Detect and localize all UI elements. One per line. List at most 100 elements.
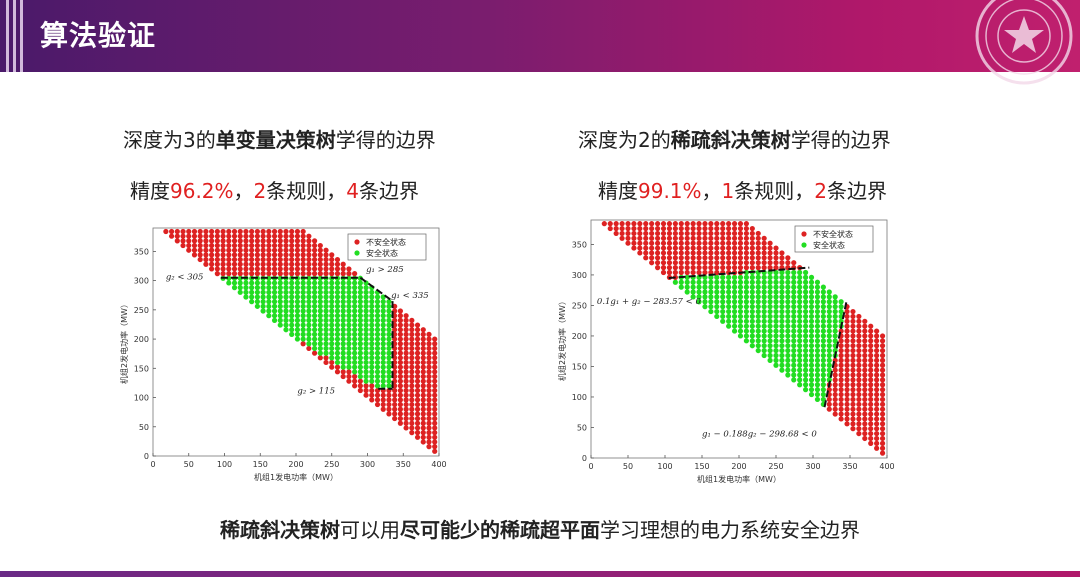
safe-point xyxy=(294,280,301,286)
unsafe-point xyxy=(731,235,738,241)
unsafe-point xyxy=(856,318,862,324)
unsafe-point xyxy=(197,228,203,235)
safe-point xyxy=(767,318,773,324)
safe-point xyxy=(814,299,821,305)
unsafe-point xyxy=(403,336,409,342)
unsafe-point xyxy=(625,235,631,241)
unsafe-point xyxy=(203,238,209,244)
unsafe-point xyxy=(684,255,690,261)
unsafe-point xyxy=(850,401,856,407)
unsafe-point xyxy=(311,256,318,263)
unsafe-point xyxy=(844,396,850,403)
left-boundary-chart: 0 50 100 150 200 250 300 350 4000501001502002503… xyxy=(120,227,447,482)
unsafe-point xyxy=(737,245,744,251)
safe-point xyxy=(749,338,755,344)
safe-point xyxy=(773,352,779,359)
unsafe-point xyxy=(397,369,403,375)
safe-point xyxy=(363,285,369,291)
unsafe-point xyxy=(420,439,426,445)
safe-point xyxy=(357,350,363,356)
unsafe-point xyxy=(283,228,289,235)
safe-point xyxy=(749,279,755,285)
safe-point xyxy=(249,280,255,286)
unsafe-point xyxy=(625,240,631,246)
safe-point xyxy=(369,313,375,319)
unsafe-point xyxy=(352,383,358,389)
safe-point xyxy=(761,347,767,354)
unsafe-point xyxy=(237,238,243,244)
unsafe-point xyxy=(761,235,767,241)
unsafe-point xyxy=(684,245,690,251)
unsafe-point xyxy=(260,256,266,263)
safe-point xyxy=(731,284,738,290)
unsafe-point xyxy=(403,317,409,323)
safe-point xyxy=(726,294,732,300)
x-axis-label: 机组1发电功率（MW） xyxy=(254,472,338,482)
unsafe-point xyxy=(294,233,301,239)
safe-point xyxy=(702,294,708,300)
conclusion-text: 稀疏斜决策树可以用尽可能少的稀疏超平面学习理想的电力系统安全边界 xyxy=(220,518,860,542)
unsafe-point xyxy=(844,391,850,398)
unsafe-point xyxy=(743,240,749,246)
safe-point xyxy=(720,304,726,310)
safe-point xyxy=(785,347,791,354)
safe-point xyxy=(803,333,809,339)
safe-point xyxy=(352,331,358,337)
unsafe-point xyxy=(850,411,856,417)
safe-point xyxy=(803,308,809,315)
safe-point xyxy=(357,331,363,337)
unsafe-point xyxy=(403,397,409,403)
safe-point xyxy=(369,308,375,314)
safe-point xyxy=(323,294,329,300)
unsafe-point xyxy=(306,238,312,244)
safe-point xyxy=(773,328,779,334)
safe-point xyxy=(386,378,392,384)
unsafe-point xyxy=(397,415,403,422)
safe-point xyxy=(714,284,720,290)
safe-point xyxy=(317,327,323,333)
unsafe-point xyxy=(420,415,426,422)
unsafe-point xyxy=(420,411,426,417)
unsafe-point xyxy=(249,266,255,272)
unsafe-point xyxy=(844,421,850,427)
unsafe-point xyxy=(294,271,301,277)
unsafe-point xyxy=(755,240,761,246)
safe-point xyxy=(380,336,386,342)
unsafe-point xyxy=(254,233,260,239)
safe-point xyxy=(814,308,821,315)
unsafe-point xyxy=(220,233,226,239)
safe-point xyxy=(761,343,767,349)
unsafe-point xyxy=(660,255,667,261)
safe-point xyxy=(380,364,386,370)
boundary-annotation: g₁ − 0.188g₂ − 298.68 < 0 xyxy=(702,430,817,440)
boundary-annotation: 0.1g₁ + g₂ − 283.57 < 0 xyxy=(597,297,702,307)
unsafe-point xyxy=(226,247,232,253)
safe-point xyxy=(243,280,249,286)
unsafe-point xyxy=(850,328,856,334)
unsafe-point xyxy=(203,252,209,258)
unsafe-point xyxy=(714,230,720,237)
boundary-line xyxy=(359,276,394,302)
safe-point xyxy=(369,369,375,375)
unsafe-point xyxy=(601,221,607,227)
unsafe-point xyxy=(397,397,403,403)
safe-point xyxy=(346,317,352,323)
safe-point xyxy=(340,317,346,323)
unsafe-point xyxy=(743,255,749,261)
safe-point xyxy=(300,285,306,291)
safe-point xyxy=(737,289,744,295)
unsafe-point xyxy=(323,271,329,277)
unsafe-point xyxy=(403,327,409,333)
x-tick-label: 400 xyxy=(431,460,446,469)
unsafe-point xyxy=(678,240,684,246)
safe-point xyxy=(357,303,363,309)
safe-point xyxy=(820,387,826,393)
safe-point xyxy=(352,359,358,366)
safe-point xyxy=(820,352,826,359)
safe-point xyxy=(380,322,386,328)
safe-point xyxy=(803,362,809,368)
header-bar: 算法验证 xyxy=(0,0,1080,85)
unsafe-point xyxy=(838,387,844,393)
unsafe-point xyxy=(363,392,369,398)
unsafe-point xyxy=(862,401,868,407)
